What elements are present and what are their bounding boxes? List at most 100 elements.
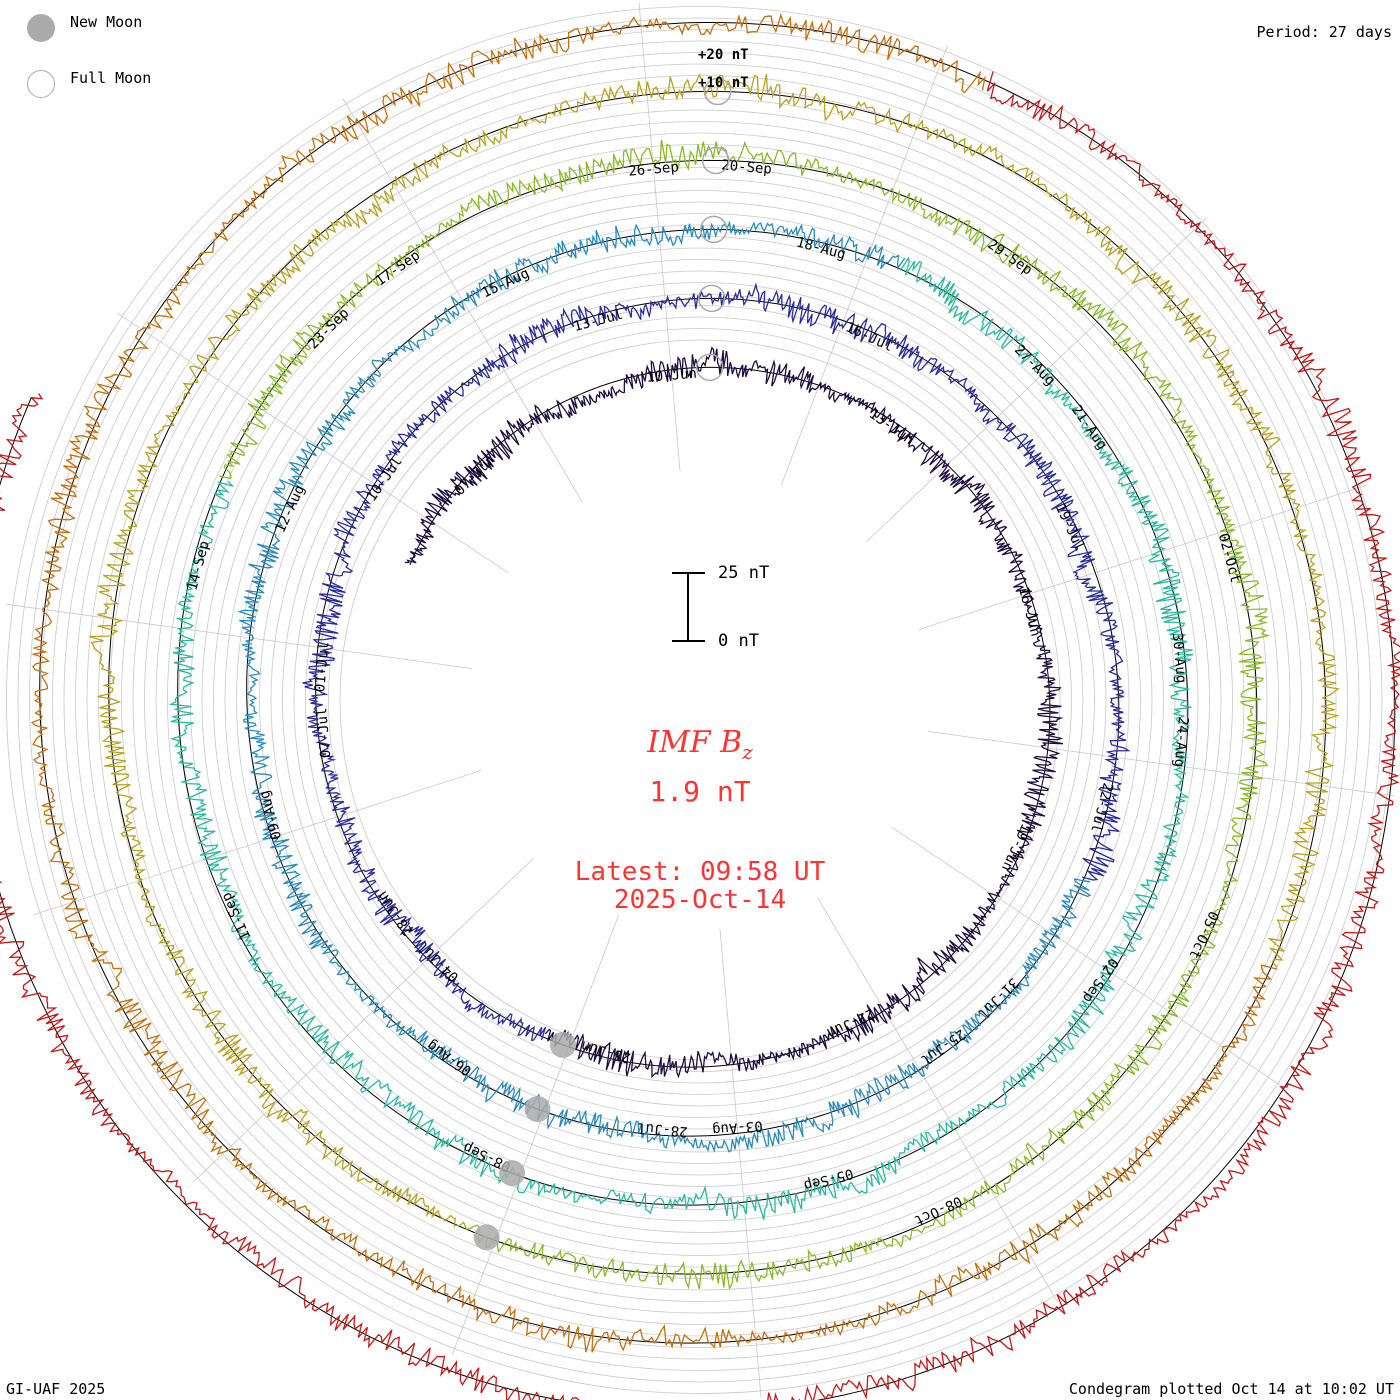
grid-ring bbox=[213, 213, 1187, 1187]
grid-spoke bbox=[452, 914, 619, 1355]
scale-bar-top-label: 25 nT bbox=[718, 563, 770, 583]
date-label: 22-Jun bbox=[824, 1005, 877, 1041]
grid-ring bbox=[52, 52, 1348, 1348]
full-moon-marker bbox=[695, 353, 724, 382]
grid-ring bbox=[155, 155, 1245, 1245]
scale-bar-bottom-label: 0 nT bbox=[718, 631, 759, 651]
ring-label-20nt: +20 nT bbox=[698, 47, 749, 63]
grid-ring bbox=[6, 6, 1394, 1394]
new-moon-label: New Moon bbox=[70, 13, 143, 31]
grid-ring bbox=[40, 40, 1360, 1360]
new-moon-marker bbox=[524, 1096, 551, 1122]
grid-spoke bbox=[781, 45, 948, 486]
grid-spoke bbox=[6, 603, 473, 669]
date-label: 26-Sep bbox=[628, 159, 680, 179]
grid-ring bbox=[167, 167, 1233, 1233]
new-moon-marker bbox=[473, 1224, 500, 1251]
zero-baseline-spiral bbox=[0, 22, 1396, 1400]
grid-spoke bbox=[33, 770, 482, 916]
grid-spoke bbox=[918, 484, 1367, 630]
grid-ring bbox=[178, 178, 1222, 1222]
latest-time-label: Latest: 09:58 UT bbox=[574, 857, 826, 887]
date-label: 07-Jul bbox=[314, 707, 334, 759]
grid-ring bbox=[305, 305, 1095, 1095]
grid-ring bbox=[328, 328, 1072, 1072]
latest-time: Latest: 09:58 UT 2025-Oct-14 bbox=[400, 858, 1000, 914]
full-moon-marker bbox=[697, 284, 726, 313]
date-label: 02-Sep bbox=[1079, 955, 1121, 1006]
date-label: 28-Jul bbox=[637, 1119, 689, 1139]
grid-ring bbox=[339, 339, 1061, 1061]
grid-ring bbox=[293, 293, 1107, 1107]
date-label: 17-Sep bbox=[373, 247, 424, 289]
grid-ring bbox=[17, 17, 1383, 1383]
grid-ring bbox=[316, 316, 1084, 1084]
bz-series-rotation-8 bbox=[0, 71, 1400, 1400]
date-label: 11-Sep bbox=[219, 890, 255, 943]
date-label: 23-Sep bbox=[305, 305, 352, 352]
bz-series-rotation-3 bbox=[237, 220, 1092, 1153]
footer-plot-time: Condegram plotted Oct 14 at 10:02 UT bbox=[1068, 1380, 1394, 1398]
grid-ring bbox=[270, 270, 1130, 1130]
date-label: 03-Aug bbox=[711, 1117, 763, 1137]
date-label: 16-Jun bbox=[1015, 585, 1044, 638]
date-label: 02-Oct bbox=[1215, 532, 1244, 585]
date-label: 24-Aug bbox=[1171, 716, 1191, 768]
grid-ring bbox=[109, 109, 1291, 1291]
bz-series-rotation-4 bbox=[168, 256, 1194, 1220]
current-value: 1.9 nT bbox=[649, 775, 751, 808]
bz-series-rotation-5 bbox=[219, 139, 1271, 1291]
bz-series-rotation-7 bbox=[30, 12, 1278, 1353]
grid-spoke bbox=[116, 312, 509, 574]
chart-title: IMF Bz bbox=[400, 725, 1000, 764]
grid-spoke bbox=[866, 217, 1208, 542]
grid-ring bbox=[282, 282, 1118, 1118]
grid-ring bbox=[259, 259, 1141, 1141]
bz-series-group bbox=[0, 12, 1400, 1400]
grid-spoke bbox=[927, 731, 1394, 797]
grid-ring bbox=[63, 63, 1337, 1337]
bz-series-rotation-1 bbox=[404, 346, 1064, 1079]
date-label: 25-Jul bbox=[917, 1026, 968, 1068]
date-label: 20-Sep bbox=[721, 157, 773, 177]
date-label: 18-Aug bbox=[794, 234, 847, 263]
date-label: 25-Jun bbox=[579, 1037, 632, 1066]
grid-ring bbox=[201, 201, 1199, 1199]
grid-spoke bbox=[891, 826, 1284, 1088]
grid-spoke bbox=[638, 2, 681, 471]
grid-spoke bbox=[192, 858, 534, 1183]
date-label: 10-Jun bbox=[646, 366, 698, 386]
chart-title-sub: z bbox=[742, 740, 753, 764]
moon-markers-group bbox=[473, 77, 732, 1251]
new-moon-marker bbox=[499, 1160, 525, 1187]
full-moon-marker bbox=[699, 215, 728, 244]
date-label: 30-Aug bbox=[1169, 632, 1189, 684]
date-label: 21-Aug bbox=[1068, 402, 1110, 453]
grid-ring bbox=[224, 224, 1176, 1176]
latest-date-label: 2025-Oct-14 bbox=[613, 885, 787, 915]
bz-series-rotation-2 bbox=[302, 282, 1131, 1041]
bz-series-rotation-6 bbox=[89, 73, 1340, 1227]
chart-title-main: IMF B bbox=[647, 725, 743, 760]
date-label: 13-Jun bbox=[866, 406, 917, 448]
grid-ring bbox=[98, 98, 1302, 1302]
grid-ring bbox=[29, 29, 1371, 1371]
footer-credit: GI-UAF 2025 bbox=[6, 1380, 106, 1398]
date-label: 16-Jul bbox=[843, 319, 896, 355]
ring-label-10nt: +10 nT bbox=[698, 75, 749, 91]
new-moon-marker bbox=[550, 1031, 576, 1058]
full-moon-label: Full Moon bbox=[70, 69, 152, 87]
full-moon-marker bbox=[703, 77, 732, 106]
grid-spoke bbox=[817, 897, 1058, 1303]
date-label: 01-Jul bbox=[312, 641, 332, 693]
period-label: Period: 27 days bbox=[1256, 23, 1392, 41]
new-moon-icon bbox=[27, 14, 55, 42]
grid-ring bbox=[190, 190, 1210, 1210]
date-label: 07-Jun bbox=[452, 452, 499, 499]
date-label: 31-Jul bbox=[974, 974, 1021, 1021]
full-moon-icon bbox=[27, 70, 55, 98]
grid-ring bbox=[247, 247, 1153, 1153]
grid-ring bbox=[132, 132, 1268, 1268]
grid-spoke bbox=[719, 929, 762, 1398]
